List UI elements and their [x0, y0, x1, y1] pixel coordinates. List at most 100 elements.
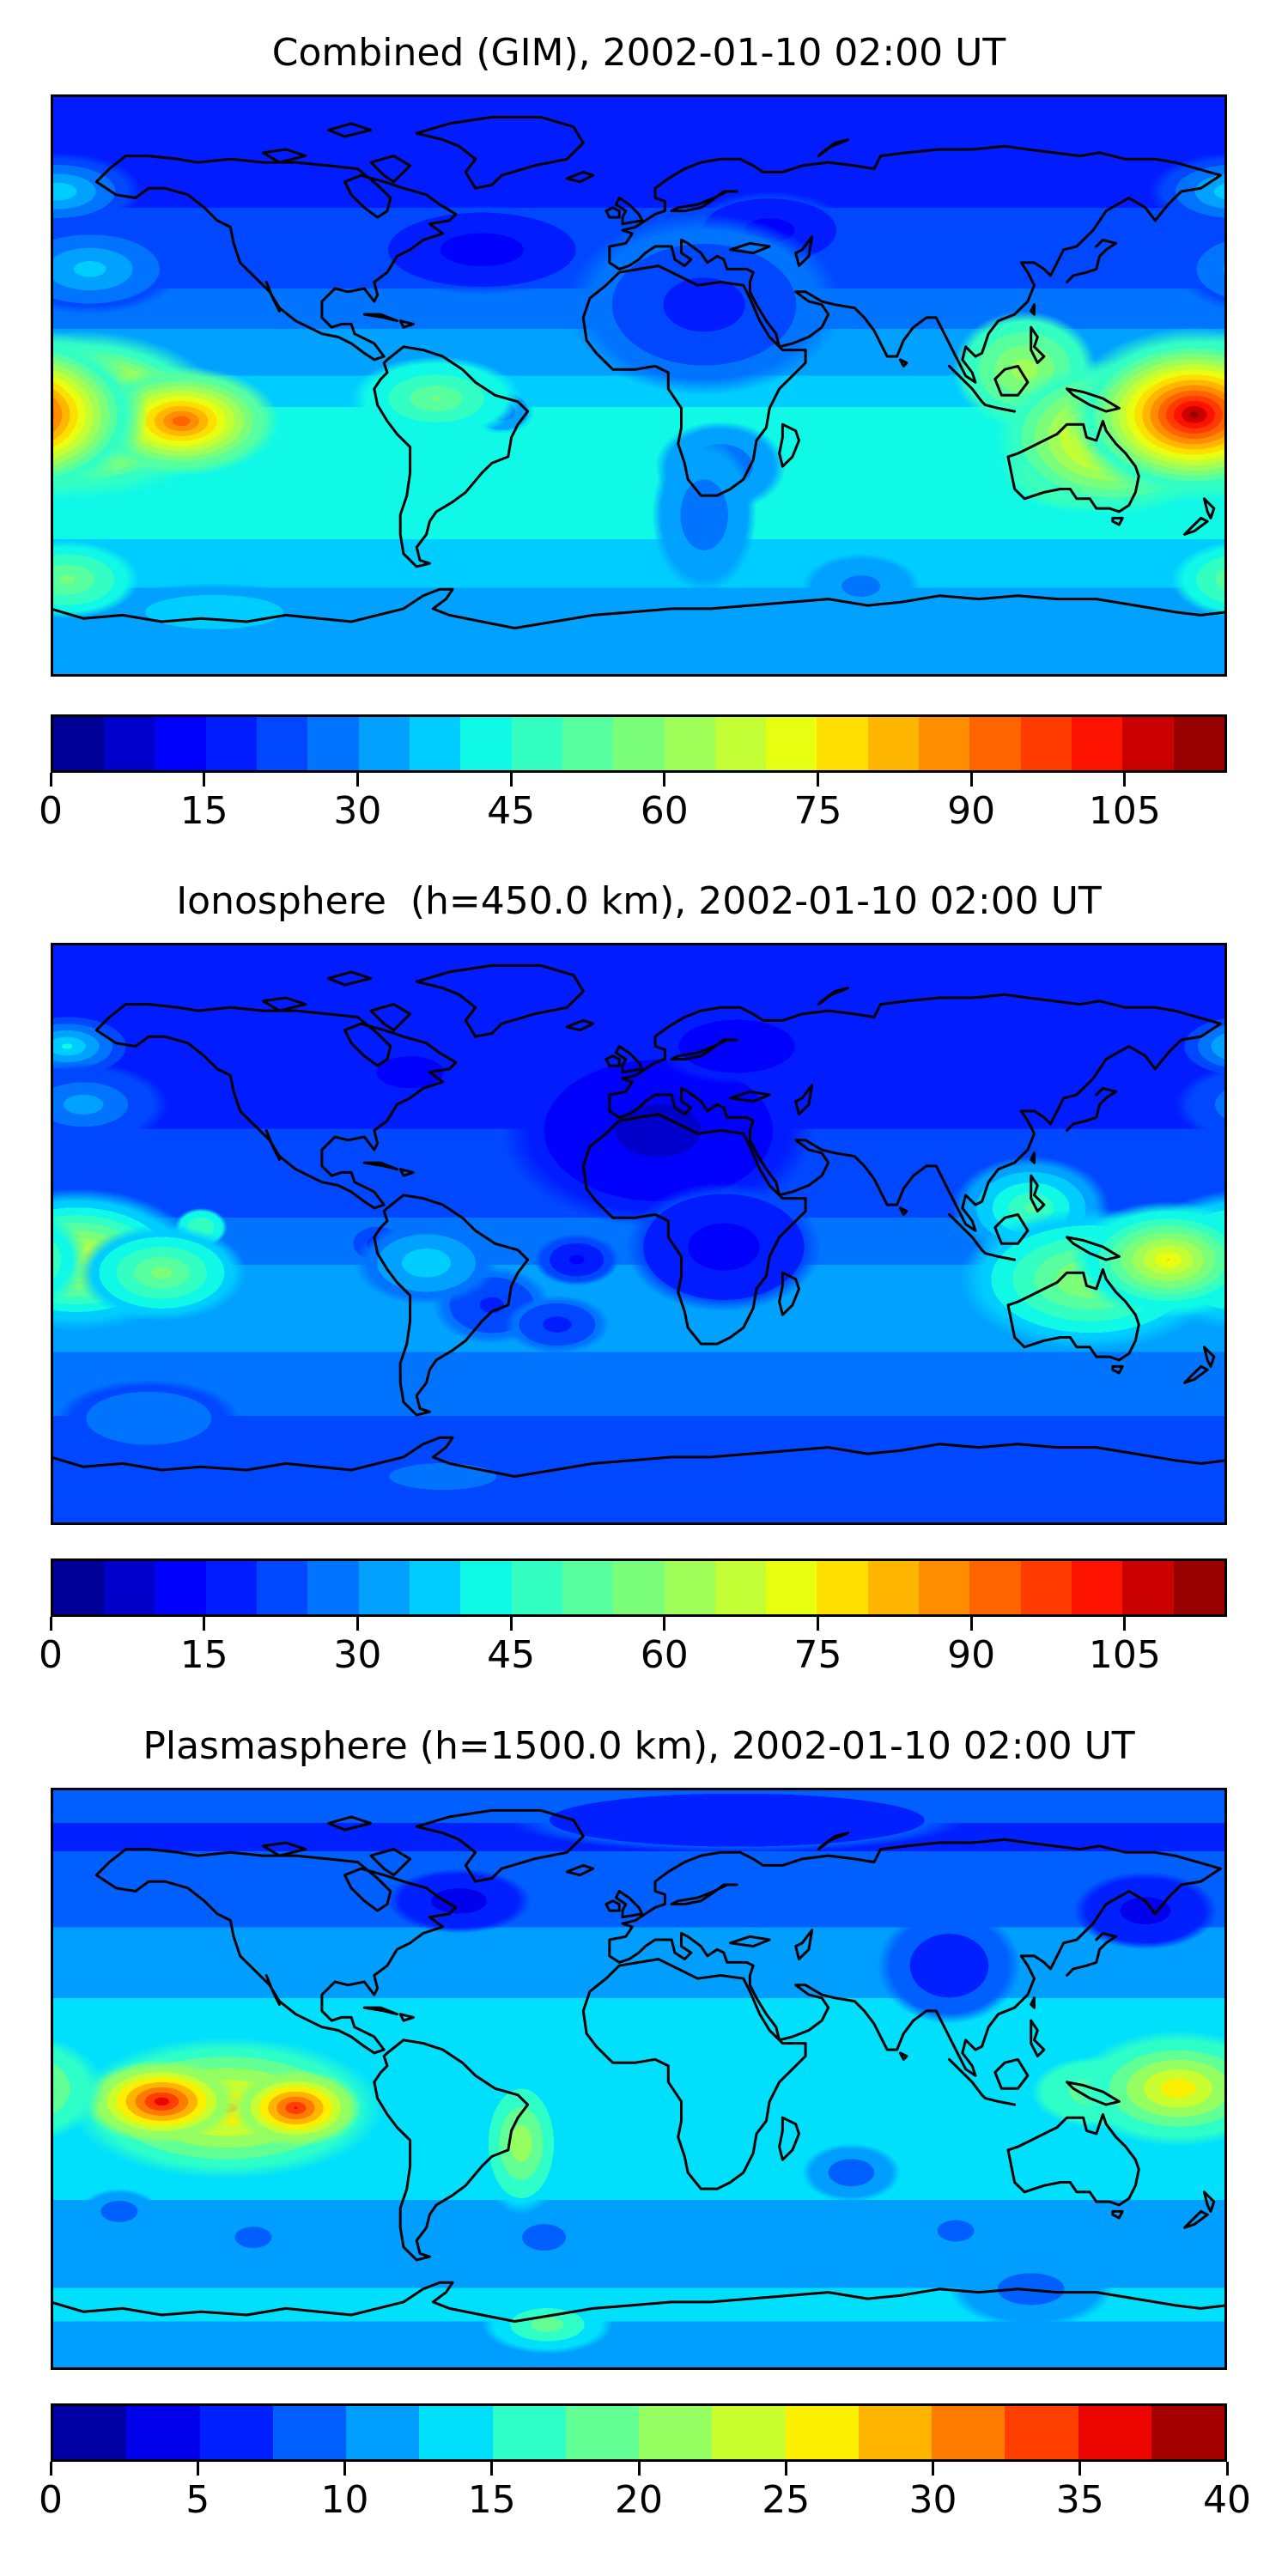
contour-blob-west-pacific-core	[51, 1212, 90, 1307]
world-map-svg	[51, 943, 1227, 1525]
colorbar-segment	[511, 717, 562, 770]
colorbar-tick	[49, 2462, 52, 2476]
contour-blob-north-pacific-patch	[1175, 1066, 1227, 1144]
colorbar-tick	[663, 1617, 666, 1631]
colorbar-tick-label: 45	[487, 789, 536, 833]
colorbar-segment	[460, 717, 512, 770]
colorbar-segment	[714, 717, 767, 770]
contour-blob-bering-patch	[1164, 1008, 1227, 1084]
colorbar-segment	[257, 1561, 308, 1614]
contour-blob-antarctic-patch	[312, 1443, 574, 1510]
colorbar-segment	[969, 1561, 1021, 1614]
colorbar-tick-label: 0	[39, 789, 63, 833]
colorbar-tick-label: 15	[179, 1633, 228, 1677]
contour-blob-southwest-pacific-patch	[51, 540, 139, 619]
contour-blob-canada-low	[328, 1033, 492, 1111]
colorbar-tick	[49, 1617, 52, 1631]
contour-blob-atlantic-low-spot	[534, 1234, 620, 1286]
colorbar-tick-label: 0	[39, 2478, 63, 2522]
colorbar-segment	[1020, 1561, 1072, 1614]
colorbar-segment	[307, 1561, 359, 1614]
contour-blob-north-pacific-patch	[1175, 228, 1227, 310]
contour-blob-equatorial-anomaly-west-pacific	[1063, 327, 1227, 502]
colorbar-tick-label: 40	[1203, 2478, 1251, 2522]
colorbar-tick-label: 30	[908, 2478, 957, 2522]
contour-blob-south-indian-low-spot	[916, 2208, 995, 2254]
contour-blob-indian-low-spot	[802, 2143, 901, 2202]
contour-blob-north-atlantic-low	[368, 204, 597, 295]
colorbar-segment	[1122, 1561, 1174, 1614]
colorbar-segment	[766, 717, 817, 770]
colorbar-segment	[785, 2406, 859, 2459]
colorbar-segment	[664, 1561, 715, 1614]
colorbar-tick-label: 30	[333, 1633, 382, 1677]
world-map-svg	[51, 1788, 1227, 2370]
contour-blob-south-atlantic-low	[652, 437, 756, 593]
colorbar-segment	[714, 1561, 767, 1614]
colorbar-tick	[355, 773, 359, 787]
contour-blob-plasma-core-west	[83, 2059, 240, 2144]
contour-blob-pacific-low-spot-2	[214, 2215, 293, 2260]
colorbar-combined	[51, 714, 1227, 773]
colorbar-tick	[509, 773, 513, 787]
contour-blob-north-pacific-patch	[51, 1062, 168, 1147]
colorbar-tick	[1123, 1617, 1127, 1631]
map-border	[51, 94, 1227, 677]
colorbar-segment	[346, 2406, 420, 2459]
colorbar-segment	[155, 717, 206, 770]
colorbar-segment	[199, 2406, 273, 2459]
colorbar-tick	[343, 2462, 346, 2476]
colorbar-tick-label: 15	[467, 2478, 516, 2522]
colorbar-tick	[816, 1617, 819, 1631]
contour-blob-canada-low	[387, 1868, 532, 1934]
panel-title-plasmasphere: Plasmasphere (h=1500.0 km), 2002-01-10 0…	[143, 1724, 1135, 1768]
colorbar-segment	[766, 1561, 817, 1614]
colorbar-segment	[639, 2406, 713, 2459]
contour-blob-south-america-patch	[354, 1220, 499, 1305]
colorbar-segment	[712, 2406, 786, 2459]
contour-blob-plasma-core-east	[230, 2069, 361, 2148]
colorbar-tick	[49, 773, 52, 787]
panel-title-combined: Combined (GIM), 2002-01-10 02:00 UT	[271, 31, 1006, 75]
colorbar-segment	[511, 1561, 562, 1614]
colorbar-tick-label: 60	[640, 789, 689, 833]
colorbar-segment	[460, 1561, 512, 1614]
colorbar-segment	[1078, 2406, 1151, 2459]
contour-blob-west-pacific-yellow	[1073, 2030, 1227, 2148]
colorbar-segment	[565, 2406, 639, 2459]
colorbar-tick-label: 105	[1088, 1633, 1161, 1677]
contour-blob-arctic-low-band	[507, 1788, 966, 1853]
map-border	[51, 943, 1227, 1525]
colorbar-segment	[419, 2406, 493, 2459]
colorbar-tick	[637, 2462, 641, 2476]
colorbar-segment	[613, 717, 665, 770]
contour-blob-bering-patch	[51, 152, 143, 231]
colorbar-tick-label: 75	[793, 789, 842, 833]
colorbar-segment	[307, 717, 359, 770]
colorbar-segment	[664, 717, 715, 770]
map-border	[51, 1788, 1227, 2370]
colorbar-tick	[784, 2462, 787, 2476]
colorbar-tick-label: 105	[1088, 789, 1161, 833]
colorbar-segment	[919, 1561, 970, 1614]
colorbar-segment	[53, 1561, 105, 1614]
contour-blob-west-pacific-yellow	[51, 2037, 106, 2141]
colorbar-tick-label: 20	[615, 2478, 663, 2522]
colorbar-tick	[1123, 773, 1127, 787]
colorbar-segment	[1071, 717, 1123, 770]
colorbar-tick	[355, 1617, 359, 1631]
colorbar-segment	[932, 2406, 1005, 2459]
colorbar-tick	[1225, 2462, 1229, 2476]
contour-blob-north-pacific-patch	[51, 223, 182, 315]
colorbar-segment	[562, 1561, 614, 1614]
colorbar-segment	[1020, 717, 1072, 770]
colorbar-segment	[205, 717, 258, 770]
coastlines	[51, 1808, 1227, 2323]
colorbar-plasmasphere	[51, 2403, 1227, 2462]
contour-blob-brazil-green	[478, 2072, 564, 2215]
contour-blob-antarctic-green-patch	[482, 2295, 613, 2354]
colorbar-segment	[358, 717, 410, 770]
contour-blob-central-africa-low	[625, 1182, 823, 1312]
colorbar-tick	[196, 2462, 199, 2476]
